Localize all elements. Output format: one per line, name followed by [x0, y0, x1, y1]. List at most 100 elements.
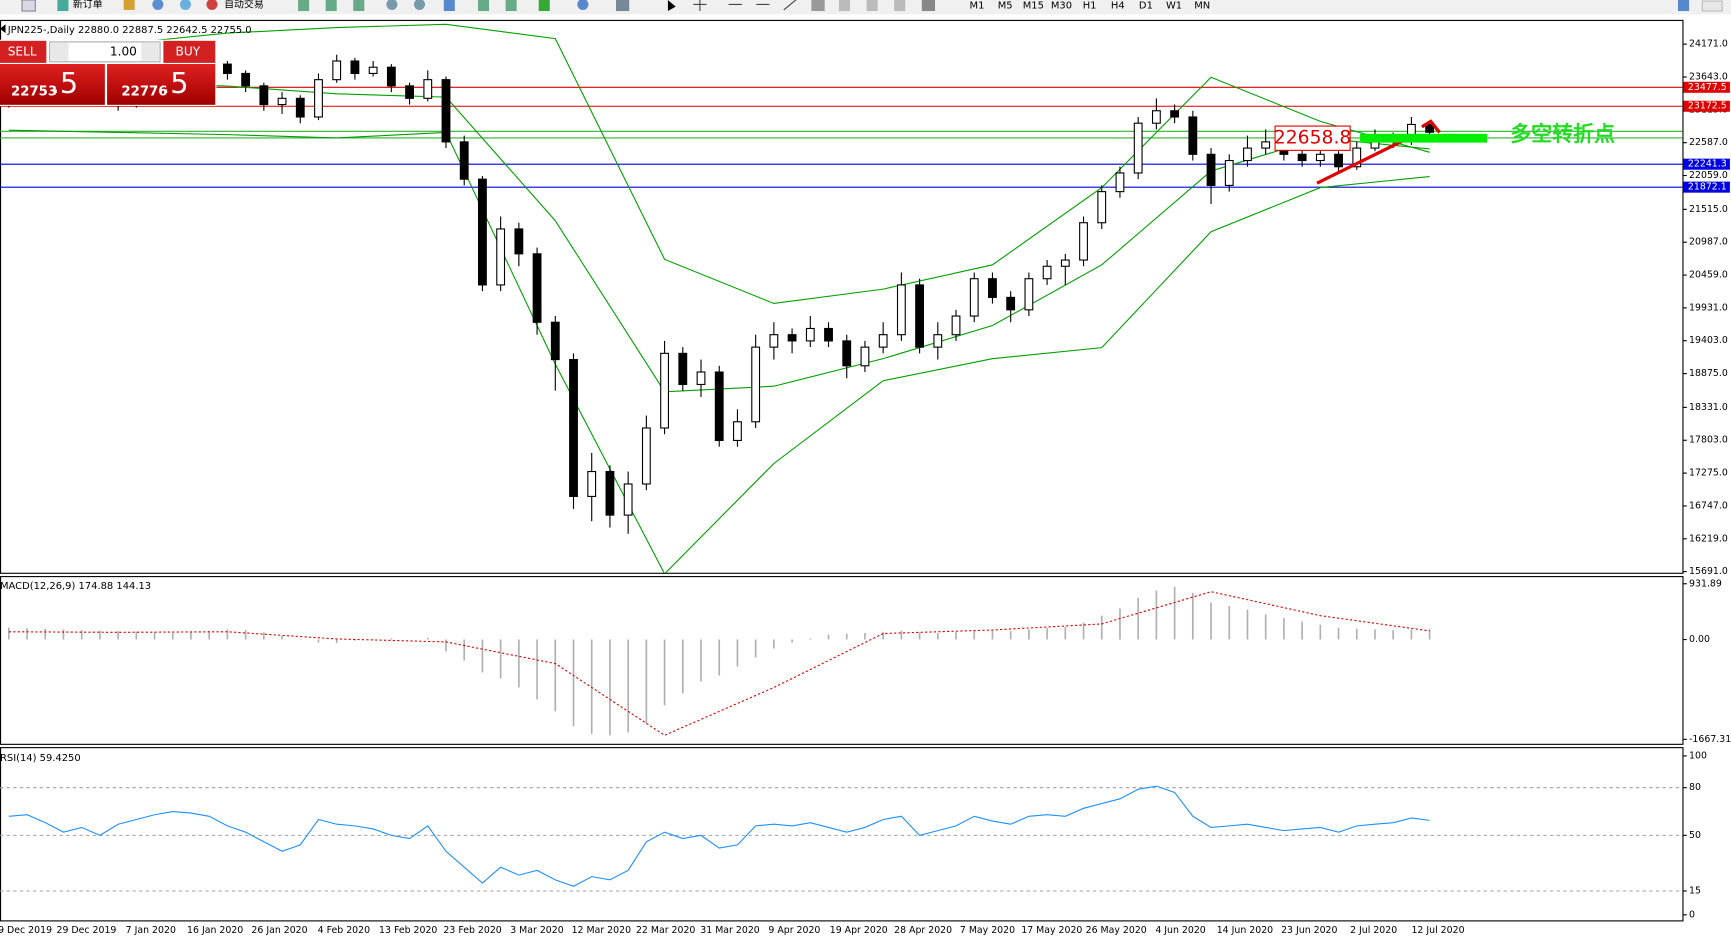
price-level-tag	[1683, 81, 1730, 93]
icon[interactable]	[921, 0, 936, 12]
sell-label[interactable]: SELL	[8, 44, 37, 58]
sell-button[interactable]	[0, 40, 47, 63]
icon[interactable]	[325, 0, 337, 12]
y-tick-label: 21515.0	[1689, 204, 1728, 215]
icon[interactable]	[353, 0, 365, 12]
candle-body	[277, 97, 287, 106]
candle-body	[1334, 153, 1343, 168]
icon[interactable]	[894, 0, 906, 12]
y-tick-label: 24171.0	[1689, 39, 1728, 50]
new-order-label[interactable]: 新订单	[73, 0, 103, 10]
icon[interactable]	[667, 0, 676, 12]
search-icon[interactable]	[1678, 0, 1690, 12]
timeframe-button[interactable]: H1	[1083, 1, 1097, 12]
main-panel	[0, 19, 1684, 574]
price-level-label: 23477.5	[1688, 82, 1727, 93]
x-tick-label: 4 Jun 2020	[1155, 925, 1205, 936]
buy-price-frac[interactable]: .5	[161, 66, 188, 100]
axes: 19 Dec 2019 29 Dec 2019 7 Jan 2020 16 Jan 2…	[0, 39, 1731, 936]
icon[interactable]	[386, 0, 398, 10]
auto-trading-label[interactable]: 自动交易	[224, 0, 264, 10]
x-tick-label: 14 Jun 2020	[1217, 925, 1273, 936]
candle-body	[368, 66, 378, 74]
icon[interactable]	[21, 0, 36, 12]
rsi-plot	[0, 785, 1683, 892]
timeframe-button[interactable]: M15	[1023, 1, 1044, 12]
lots-value[interactable]: 1.00	[110, 44, 137, 58]
candle-body	[441, 79, 451, 143]
icon[interactable]	[866, 0, 878, 12]
bollinger-lower	[8, 129, 1430, 573]
candle-body	[733, 421, 742, 441]
trade-panel: SELL 1.00 BUY 22753 .5 22776 .5	[0, 39, 217, 106]
timeframe-button[interactable]: M1	[970, 1, 985, 12]
candle-body	[1042, 265, 1052, 280]
timeframe-button[interactable]: M30	[1051, 1, 1072, 12]
y-tick-label: 15	[1689, 885, 1701, 896]
icon[interactable]	[616, 0, 630, 12]
trend-line	[1316, 134, 1414, 185]
y-tick-label: 0	[1689, 909, 1695, 920]
candle-body	[915, 284, 925, 348]
icon[interactable]	[179, 0, 191, 10]
candle-body	[1024, 278, 1034, 311]
icon[interactable]	[478, 0, 490, 12]
timeframe-button[interactable]: H4	[1111, 1, 1125, 12]
y-tick-label: 19931.0	[1689, 302, 1728, 313]
icon[interactable]	[443, 0, 455, 12]
icon[interactable]	[152, 0, 164, 10]
x-tick-label: 7 May 2020	[960, 925, 1015, 936]
candle-body	[769, 334, 779, 348]
timeframe-button[interactable]: MN	[1194, 1, 1210, 12]
sell-price[interactable]: 22753	[11, 85, 57, 100]
icon[interactable]	[538, 0, 550, 12]
candle-body	[860, 346, 870, 367]
price-plot	[0, 23, 1683, 573]
candle-body	[1006, 296, 1016, 311]
lots-down[interactable]	[50, 43, 69, 61]
lots-up[interactable]	[141, 43, 159, 61]
sell-price-frac[interactable]: .5	[51, 66, 78, 100]
candle-body	[241, 72, 251, 87]
icon[interactable]	[811, 0, 825, 12]
x-tick-label: 23 Jun 2020	[1281, 925, 1337, 936]
timeframe-button[interactable]: W1	[1166, 1, 1182, 12]
overlay: 22658.8 多空转折点	[1274, 122, 1615, 151]
timeframe-button[interactable]: D1	[1139, 1, 1153, 12]
icon[interactable]	[123, 0, 135, 10]
lots-input[interactable]	[49, 41, 161, 63]
x-tick-label: 3 Mar 2020	[510, 925, 564, 936]
candle-body	[1224, 159, 1234, 186]
buy-price[interactable]: 22776	[121, 85, 167, 100]
auto-trading-icon[interactable]	[206, 0, 218, 10]
icon[interactable]	[577, 0, 589, 10]
sell-price-box[interactable]	[0, 64, 105, 105]
chat-icon[interactable]	[1701, 0, 1723, 12]
candle-body	[314, 79, 323, 118]
new-order-icon[interactable]	[57, 0, 69, 12]
buy-price-box[interactable]	[107, 64, 216, 105]
buy-button[interactable]	[163, 40, 216, 63]
candle-body	[332, 60, 342, 81]
candle-body	[641, 427, 651, 485]
y-tick-label: 20459.0	[1689, 270, 1728, 281]
icon[interactable]	[839, 0, 851, 12]
candle-body	[514, 228, 524, 255]
annotation-text: 多空转折点	[1510, 122, 1615, 146]
timeframe-button[interactable]: M5	[998, 1, 1013, 12]
buy-label[interactable]: BUY	[176, 44, 201, 58]
y-tick-label: 16747.0	[1689, 500, 1728, 511]
candle-body	[951, 315, 961, 336]
icon[interactable]	[693, 0, 797, 12]
y-tick-label: 18875.0	[1689, 368, 1728, 379]
icon[interactable]	[413, 0, 426, 10]
icon[interactable]	[505, 0, 517, 12]
price-level-tag	[1683, 181, 1730, 193]
annotation-price: 22658.8	[1274, 128, 1352, 149]
icon[interactable]	[298, 0, 310, 12]
y-tick-label: 100	[1689, 750, 1707, 761]
candle-body	[1079, 222, 1088, 261]
